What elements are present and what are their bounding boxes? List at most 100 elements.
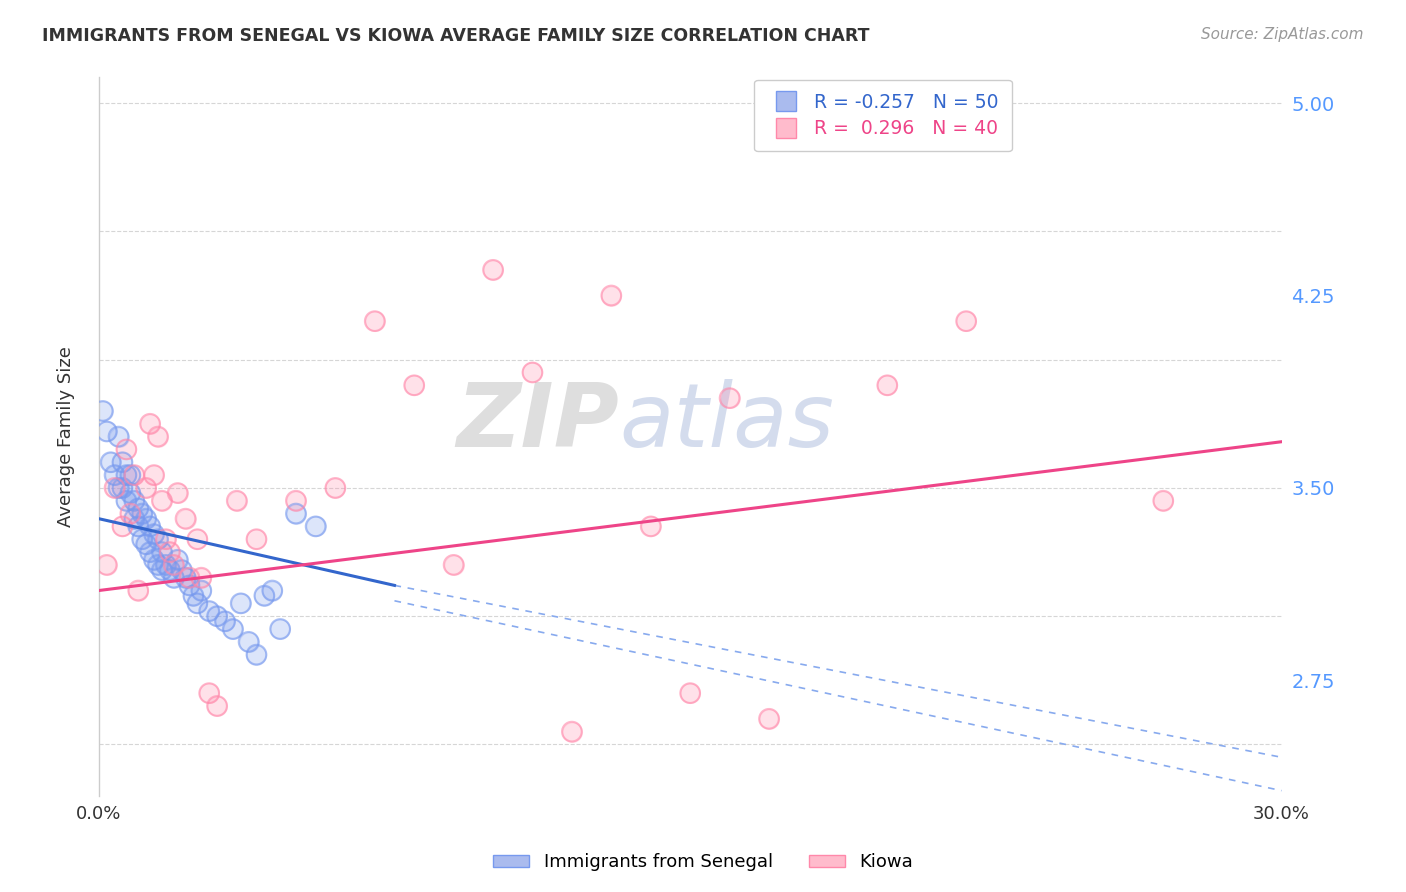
Point (229, 596, 252, 610)
Point (245, 648, 267, 662)
Point (120, 468, 142, 483)
Point (135, 481, 157, 495)
Point (186, 533, 208, 547)
Point (325, 481, 347, 495)
Point (146, 558, 169, 572)
Point (190, 571, 212, 585)
Point (115, 442, 138, 457)
Text: IMMIGRANTS FROM SENEGAL VS KIOWA AVERAGE FAMILY SIZE CORRELATION CHART: IMMIGRANTS FROM SENEGAL VS KIOWA AVERAGE… (42, 27, 870, 45)
Point (115, 468, 138, 483)
Point (124, 493, 146, 508)
Point (190, 583, 212, 598)
Point (163, 558, 186, 572)
Point (163, 571, 186, 585)
Point (186, 533, 208, 547)
Point (284, 507, 307, 521)
Point (679, 686, 702, 700)
Point (111, 519, 134, 533)
Point (174, 571, 197, 585)
Point (876, 378, 898, 392)
Legend: Immigrants from Senegal, Kiowa: Immigrants from Senegal, Kiowa (485, 847, 921, 879)
Point (404, 378, 426, 392)
Point (150, 545, 173, 559)
Text: ZIP: ZIP (457, 379, 619, 466)
Point (718, 391, 741, 405)
Point (124, 493, 146, 508)
Point (205, 609, 228, 624)
Point (269, 622, 291, 636)
Point (198, 604, 221, 618)
Point (640, 519, 662, 533)
Point (107, 481, 129, 495)
Point (325, 481, 347, 495)
Point (183, 589, 205, 603)
Point (284, 493, 307, 508)
Point (111, 455, 134, 469)
Point (522, 366, 544, 380)
Point (143, 468, 166, 483)
Point (131, 507, 153, 521)
Point (127, 583, 149, 598)
Point (190, 571, 212, 585)
Point (163, 571, 186, 585)
Point (124, 468, 146, 483)
Point (111, 481, 134, 495)
Point (143, 527, 166, 541)
Point (198, 686, 221, 700)
Point (131, 533, 153, 547)
Point (166, 486, 188, 500)
Legend: R = -0.257   N = 50, R =  0.296   N = 40: R = -0.257 N = 50, R = 0.296 N = 40 (755, 79, 1012, 152)
Point (107, 429, 129, 443)
Point (190, 583, 212, 598)
Point (135, 511, 157, 525)
Point (143, 527, 166, 541)
Point (758, 712, 780, 726)
Point (120, 486, 142, 500)
Point (222, 622, 245, 636)
Point (159, 545, 181, 559)
Point (955, 314, 977, 328)
Point (364, 314, 387, 328)
Point (179, 571, 201, 585)
Point (238, 635, 260, 649)
Point (253, 589, 276, 603)
Point (107, 429, 129, 443)
Point (1152, 493, 1174, 508)
Point (225, 493, 247, 508)
Point (155, 558, 177, 572)
Point (155, 558, 177, 572)
Point (284, 507, 307, 521)
Point (174, 571, 197, 585)
Point (269, 622, 291, 636)
Point (304, 519, 326, 533)
Point (146, 533, 169, 547)
Point (143, 553, 166, 567)
Point (146, 533, 169, 547)
Point (214, 615, 236, 629)
Point (120, 468, 142, 483)
Point (955, 314, 977, 328)
Point (364, 314, 387, 328)
Point (245, 648, 267, 662)
Point (262, 583, 284, 598)
Point (115, 493, 138, 508)
Point (179, 578, 201, 592)
Point (146, 558, 169, 572)
Point (139, 545, 162, 559)
Point (166, 553, 188, 567)
Point (139, 417, 162, 431)
Point (284, 493, 307, 508)
Point (170, 563, 193, 577)
Point (174, 511, 197, 525)
Point (174, 511, 197, 525)
Point (876, 378, 898, 392)
Point (150, 563, 173, 577)
Point (143, 468, 166, 483)
Point (103, 468, 125, 483)
Point (103, 481, 125, 495)
Point (115, 442, 138, 457)
Point (124, 511, 146, 525)
Point (155, 533, 177, 547)
Point (91, 404, 114, 418)
Point (600, 288, 623, 302)
